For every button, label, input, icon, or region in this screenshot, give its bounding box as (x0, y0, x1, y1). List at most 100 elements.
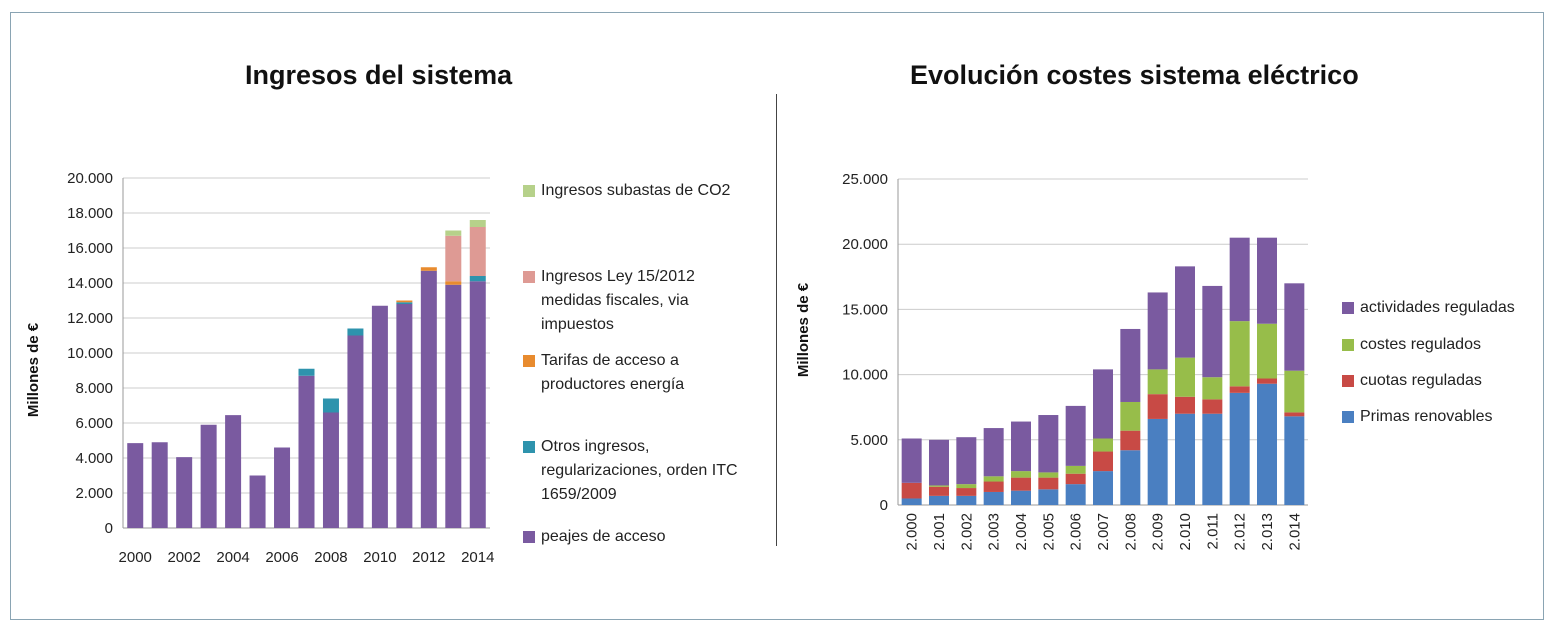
x-tick-label: 2.013 (1259, 513, 1276, 551)
y-tick-label: 0 (880, 497, 888, 514)
bar-segment (1011, 490, 1031, 505)
bar-segment (1120, 430, 1141, 451)
x-tick-label: 2014 (461, 549, 494, 566)
x-tick-label: 2.002 (958, 513, 975, 551)
y-tick-label: 4.000 (75, 450, 113, 467)
y-tick-label: 10.000 (842, 367, 888, 384)
bar-segment (1093, 438, 1113, 452)
bar-segment (1065, 473, 1086, 485)
y-tick-label: 12.000 (67, 310, 113, 327)
bar-segment (1175, 266, 1195, 358)
bar-segment (1229, 386, 1250, 393)
legend-swatch (1342, 302, 1354, 314)
legend-swatch (1342, 375, 1354, 387)
bar-segment (983, 428, 1004, 477)
bar-segment (1120, 328, 1141, 402)
bar-segment (1011, 477, 1031, 491)
bar-segment (396, 300, 413, 303)
x-tick-label: 2.012 (1232, 513, 1249, 551)
x-tick-label: 2.001 (931, 513, 948, 551)
legend-label: cuotas reguladas (1360, 372, 1482, 389)
legend-swatch (523, 185, 535, 197)
bar-segment (1093, 369, 1113, 439)
y-tick-label: 18.000 (67, 205, 113, 222)
bar-segment (1011, 421, 1031, 472)
chart-title-costes: Evolución costes sistema eléctrico (910, 60, 1359, 90)
bar-segment (1284, 416, 1305, 505)
bar-segment (1257, 383, 1277, 505)
bar-segment (151, 442, 168, 528)
legend-label: costes regulados (1360, 336, 1481, 353)
bar-segment (127, 443, 144, 528)
bar-segment (1284, 412, 1305, 417)
y-axis-label: Millones de € (795, 282, 812, 377)
y-tick-label: 10.000 (67, 345, 113, 362)
legend-label: medidas fiscales, via (541, 292, 689, 309)
legend-swatch (523, 355, 535, 367)
bar-segment (901, 498, 922, 505)
y-tick-label: 8.000 (75, 380, 113, 397)
y-tick-label: 15.000 (842, 301, 888, 318)
bar-segment (1038, 472, 1059, 478)
x-tick-label: 2.014 (1286, 513, 1303, 551)
legend-label: impuestos (541, 316, 614, 333)
bar-segment (1175, 357, 1195, 397)
bar-segment (445, 230, 462, 236)
bar-segment (1202, 399, 1223, 414)
x-tick-label: 2.009 (1150, 513, 1167, 551)
legend-label: 1659/2009 (541, 486, 617, 503)
bar-segment (225, 415, 242, 528)
x-tick-label: 2.005 (1040, 513, 1057, 551)
bar-segment (420, 267, 437, 271)
bar-segment (298, 368, 315, 376)
legend-swatch (523, 271, 535, 283)
bar-segment (983, 491, 1004, 505)
x-tick-label: 2002 (167, 549, 200, 566)
bar-segment (1175, 396, 1195, 414)
bar-segment (1011, 471, 1031, 478)
bar-segment (469, 281, 486, 528)
bar-segment (298, 375, 315, 528)
bar-segment (249, 475, 266, 528)
bar-segment (1175, 413, 1195, 505)
bar-segment (396, 302, 413, 304)
x-tick-label: 2.006 (1068, 513, 1085, 551)
figure-frame (10, 12, 1544, 620)
y-tick-label: 0 (105, 520, 113, 537)
bar-segment (901, 438, 922, 483)
y-tick-label: 6.000 (75, 415, 113, 432)
y-tick-label: 16.000 (67, 240, 113, 257)
legend-label: productores energía (541, 376, 684, 393)
bar-segment (1257, 378, 1277, 384)
y-axis-label: Millones de € (25, 322, 42, 417)
legend-label: Primas renovables (1360, 408, 1493, 425)
legend-label: Ingresos Ley 15/2012 (541, 268, 695, 285)
x-tick-label: 2004 (216, 549, 249, 566)
legend-label: peajes de acceso (541, 528, 666, 545)
chart-title-ingresos: Ingresos del sistema (245, 60, 513, 90)
bar-segment (956, 437, 977, 485)
bar-segment (1038, 415, 1059, 473)
x-tick-label: 2010 (363, 549, 396, 566)
x-tick-label: 2.010 (1177, 513, 1194, 551)
legend-swatch (1342, 411, 1354, 423)
bar-segment (1202, 285, 1223, 378)
bar-segment (1284, 283, 1305, 371)
bar-segment (1147, 418, 1168, 505)
y-tick-label: 5.000 (850, 432, 888, 449)
bar-segment (956, 484, 977, 489)
bar-segment (445, 281, 462, 285)
x-tick-label: 2.000 (904, 513, 921, 551)
bar-segment (929, 485, 949, 487)
bar-segment (1202, 413, 1223, 505)
bar-segment (347, 328, 364, 336)
bar-segment (445, 284, 462, 528)
x-tick-label: 2.008 (1122, 513, 1139, 551)
bar-segment (1093, 451, 1113, 472)
bar-segment (347, 335, 364, 528)
chart-0: 0 2.000 4.000 6.000 8.000 10.000 12.000 14.000 1… (25, 170, 738, 566)
bar-segment (200, 424, 217, 528)
bar-segment (274, 447, 291, 528)
bar-segment (1120, 450, 1141, 505)
bar-segment (176, 457, 193, 528)
